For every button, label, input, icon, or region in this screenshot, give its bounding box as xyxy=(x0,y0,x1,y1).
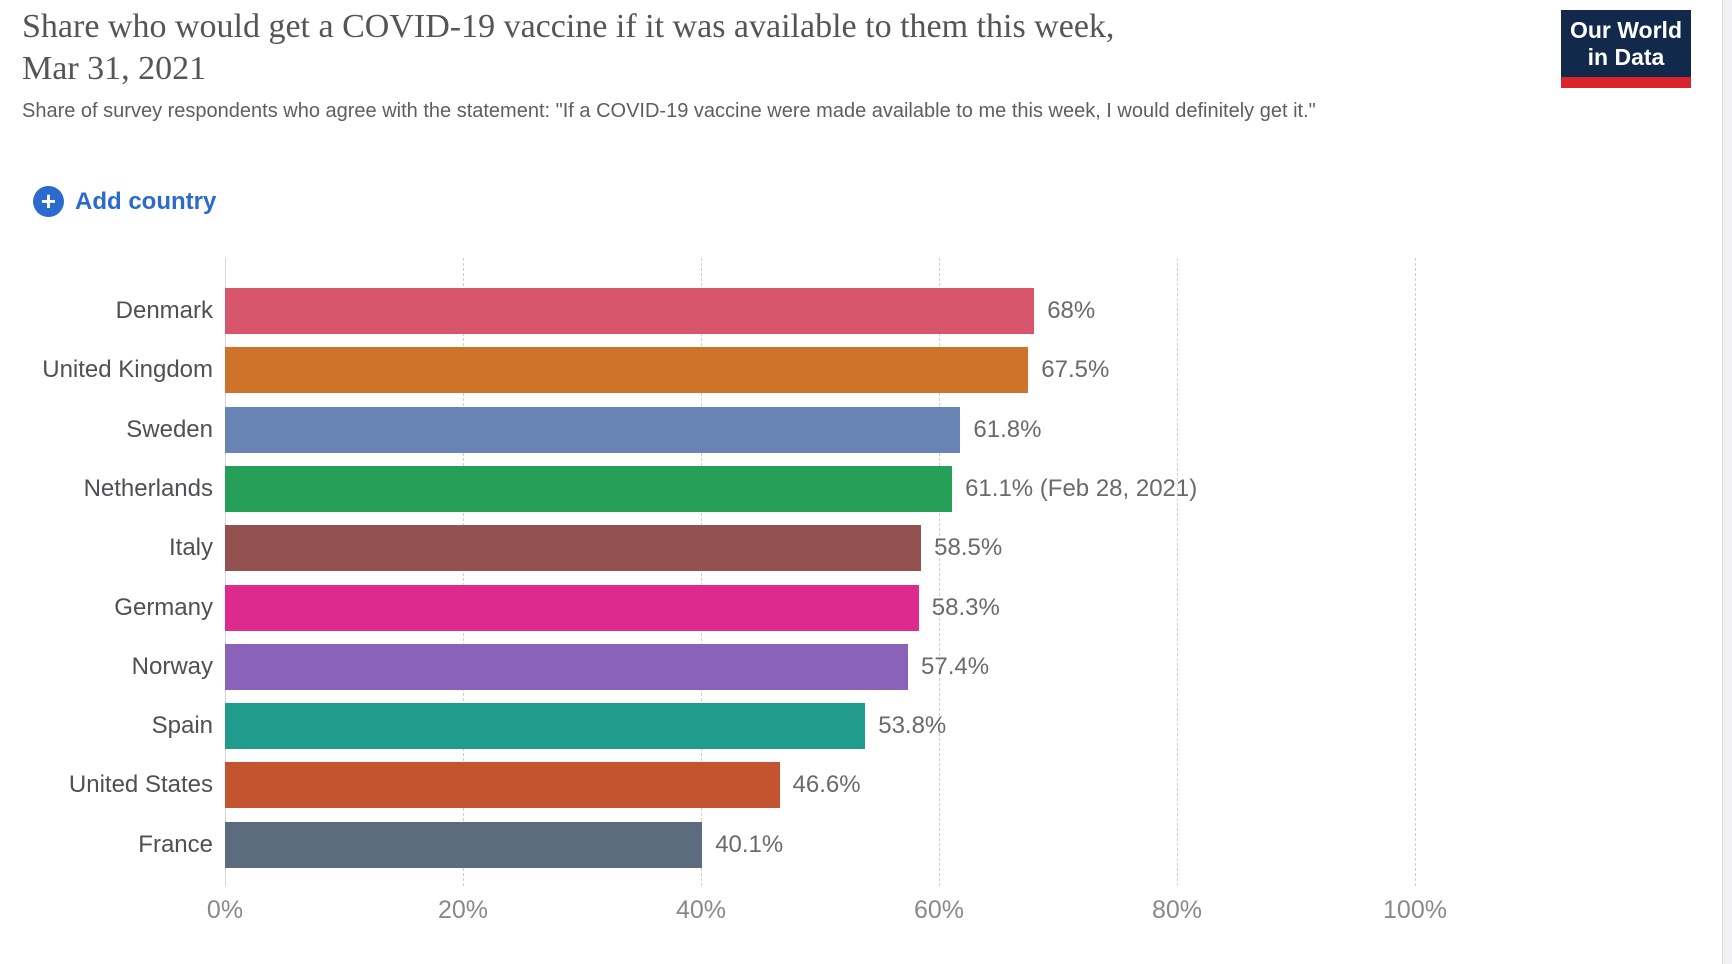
value-label: 46.6% xyxy=(792,771,861,799)
gridline xyxy=(701,258,702,886)
bar-france[interactable] xyxy=(225,821,703,868)
x-axis-tick-label: 0% xyxy=(206,896,244,924)
value-label: 58.5% xyxy=(934,534,1003,562)
x-axis-tick-label: 60% xyxy=(913,896,965,924)
country-label: United States xyxy=(68,771,213,799)
add-country-button[interactable]: + Add country xyxy=(33,186,216,217)
chart-subtitle: Share of survey respondents who agree wi… xyxy=(22,100,1316,122)
value-label: 57.4% xyxy=(921,652,990,680)
x-axis-tick-label: 100% xyxy=(1383,896,1447,924)
bar-united-states[interactable] xyxy=(225,762,780,809)
bar-netherlands[interactable] xyxy=(225,465,953,512)
country-label: Spain xyxy=(151,712,213,740)
x-axis-tick-label: 20% xyxy=(437,896,489,924)
bar-norway[interactable] xyxy=(225,643,909,690)
gridline xyxy=(939,258,940,886)
gridline xyxy=(463,258,464,886)
x-axis-tick-label: 40% xyxy=(675,896,727,924)
scrollbar[interactable] xyxy=(1722,0,1732,964)
value-label: 67.5% xyxy=(1041,356,1110,384)
x-axis-tick-label: 80% xyxy=(1151,896,1203,924)
page-title-line2: Mar 31, 2021 xyxy=(22,50,207,87)
bar-sweden[interactable] xyxy=(225,406,961,453)
gridline xyxy=(1177,258,1178,886)
plus-circle-icon: + xyxy=(33,186,64,217)
add-country-label: Add country xyxy=(75,187,217,215)
bar-denmark[interactable] xyxy=(225,288,1035,334)
country-label: United Kingdom xyxy=(42,356,213,384)
country-label: Netherlands xyxy=(83,474,213,502)
country-label: Denmark xyxy=(115,297,213,324)
page-title: Share who would get a COVID-19 vaccine i… xyxy=(22,6,1522,90)
owid-logo-line1: Our World xyxy=(1569,16,1682,43)
country-label: Norway xyxy=(131,652,213,680)
gridline xyxy=(1415,258,1416,886)
owid-logo[interactable]: Our World in Data xyxy=(1561,10,1691,88)
country-label: Italy xyxy=(168,534,213,562)
country-label: France xyxy=(138,830,213,858)
value-label: 40.1% xyxy=(715,830,784,858)
page-title-line1: Share who would get a COVID-19 vaccine i… xyxy=(22,8,1115,45)
bar-italy[interactable] xyxy=(225,525,922,572)
value-label: 61.1% (Feb 28, 2021) xyxy=(965,474,1198,502)
bar-spain[interactable] xyxy=(225,703,866,750)
country-label: Germany xyxy=(114,593,213,621)
owid-logo-line2: in Data xyxy=(1587,43,1665,70)
bar-germany[interactable] xyxy=(225,584,919,631)
value-label: 53.8% xyxy=(878,712,947,740)
value-label: 61.8% xyxy=(973,415,1042,443)
value-label: 58.3% xyxy=(931,593,1000,621)
value-label: 68% xyxy=(1047,297,1096,324)
axis-line xyxy=(225,258,226,886)
country-label: Sweden xyxy=(126,415,213,443)
bar-united-kingdom[interactable] xyxy=(225,347,1029,394)
